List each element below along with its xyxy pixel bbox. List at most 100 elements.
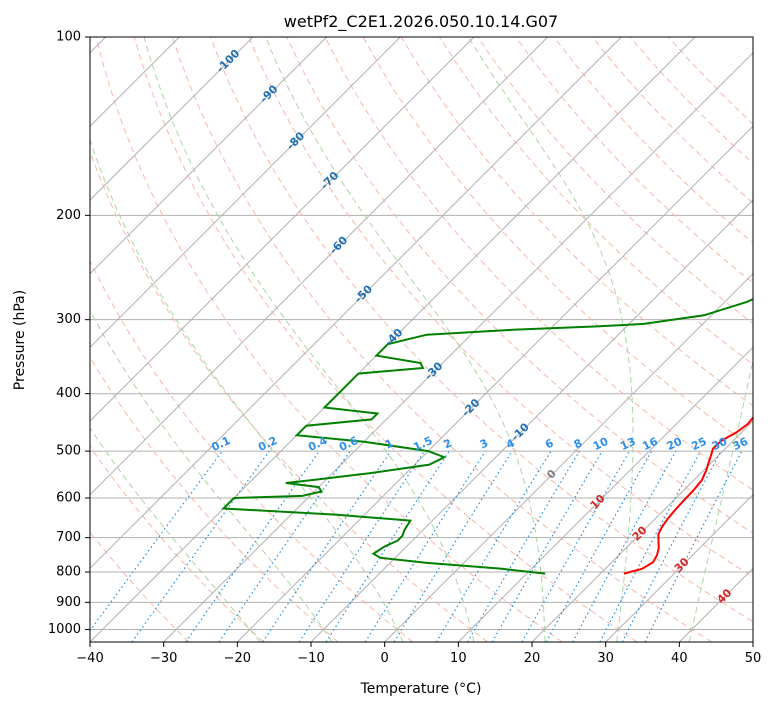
mixing-ratio-label: 36 xyxy=(731,435,751,453)
x-axis-ticks: −40 −30 −20 −10 0 10 20 30 40 50 xyxy=(76,642,761,666)
plot-frame xyxy=(89,36,754,643)
isotherm-line xyxy=(752,641,753,642)
dry-adiabat xyxy=(248,37,753,578)
mixing-ratio-line xyxy=(393,450,513,642)
dry-adiabat xyxy=(591,37,753,204)
x-tick-label: −10 xyxy=(297,651,324,666)
isotherm-line xyxy=(90,37,549,496)
mixing-ratio-label: 30 xyxy=(710,435,730,453)
mixing-ratio-label: 16 xyxy=(640,435,660,453)
mixing-ratio-label: 13 xyxy=(618,435,637,453)
dry-adiabat xyxy=(90,259,414,642)
x-tick-label: 50 xyxy=(745,651,762,666)
y-tick-label: 600 xyxy=(56,491,81,506)
isotherm-line xyxy=(310,199,753,642)
mixing-ratio-label: 3 xyxy=(478,436,490,451)
moist-adiabat xyxy=(688,358,753,642)
mixing-ratio-line xyxy=(572,450,677,642)
dry-adiabat xyxy=(171,37,712,642)
y-tick-label: 700 xyxy=(56,530,81,545)
isotherm-line xyxy=(90,37,401,349)
x-tick-label: 10 xyxy=(450,651,467,666)
dry-adiabat xyxy=(90,531,190,642)
x-tick-label: −40 xyxy=(76,651,103,666)
mixing-ratio-line xyxy=(521,450,631,642)
moist-adiabats xyxy=(90,37,753,642)
y-tick-label: 200 xyxy=(56,208,81,223)
chart-title: wetPf2_C2E1.2026.050.10.14.G07 xyxy=(284,12,558,32)
isotherm-line xyxy=(678,567,753,642)
isotherm-line xyxy=(90,37,328,275)
mixing-ratio-line xyxy=(644,450,743,642)
y-axis-label: Pressure (hPa) xyxy=(12,290,28,390)
dry-adiabat xyxy=(90,150,488,642)
isotherm-line xyxy=(163,51,753,642)
mixing-ratio-line xyxy=(435,450,552,642)
isotherm-line xyxy=(605,493,753,642)
mixing-ratio-label: 20 xyxy=(665,435,685,453)
isotherm-line xyxy=(457,346,753,642)
y-tick-label: 400 xyxy=(56,386,81,401)
isotherm-line xyxy=(90,37,475,422)
mixing-ratio-label: 10 xyxy=(591,435,611,453)
mixing-ratio-line xyxy=(298,450,425,642)
isotherm-line xyxy=(90,37,696,642)
moist-adiabat xyxy=(90,309,333,642)
x-tick-label: 40 xyxy=(671,651,688,666)
dry-adiabat xyxy=(133,37,638,642)
mixing-ratio-line xyxy=(90,450,223,632)
isotherm-label: 20 xyxy=(630,523,650,543)
y-tick-label: 800 xyxy=(56,565,81,580)
mixing-ratio-label: 6 xyxy=(543,436,556,451)
dry-adiabat xyxy=(668,37,753,125)
skewed-isotherms xyxy=(90,37,753,642)
isotherm-line xyxy=(531,420,753,642)
isotherm-line xyxy=(90,37,622,570)
mixing-ratio-line xyxy=(545,450,653,642)
moist-adiabat xyxy=(467,37,634,642)
dry-adiabat xyxy=(286,37,753,534)
dry-adiabat xyxy=(210,37,753,623)
moist-adiabat xyxy=(90,427,261,642)
pressure-gridlines xyxy=(90,37,753,630)
y-tick-label: 1000 xyxy=(48,622,81,637)
isotherm-line xyxy=(236,125,753,642)
y-tick-label: 300 xyxy=(56,312,81,327)
temperature-profile xyxy=(623,416,753,575)
x-tick-label: 20 xyxy=(524,651,541,666)
x-tick-label: 0 xyxy=(381,651,389,666)
mixing-ratio-label: 25 xyxy=(689,435,708,453)
dry-adiabat xyxy=(553,37,753,244)
y-axis-ticks: 1000 900 800 700 600 500 400 300 200 100 xyxy=(48,30,90,637)
mixing-ratio-line xyxy=(218,450,351,642)
dry-adiabat xyxy=(95,37,563,642)
dewpoint-profile xyxy=(221,298,753,575)
mixing-ratio-line xyxy=(599,450,702,642)
dry-adiabat xyxy=(324,37,753,491)
y-tick-label: 900 xyxy=(56,595,81,610)
mixing-ratio-line xyxy=(131,450,270,642)
mixing-ratio-line xyxy=(364,450,486,642)
x-tick-label: −20 xyxy=(224,651,251,666)
dry-adiabat xyxy=(90,356,339,642)
y-tick-label: 500 xyxy=(56,444,81,459)
x-tick-label: −30 xyxy=(150,651,177,666)
mixing-ratio-label: 2 xyxy=(442,436,454,451)
sounding-profiles xyxy=(221,298,753,575)
dry-adiabat xyxy=(515,37,753,284)
isotherm-line xyxy=(384,272,753,642)
mixing-ratio-lines xyxy=(90,450,743,642)
dry-adiabat xyxy=(90,445,264,642)
moist-adiabat xyxy=(265,37,546,642)
dry-adiabat xyxy=(438,37,753,366)
isotherm-line xyxy=(90,37,254,201)
x-tick-label: 30 xyxy=(597,651,614,666)
mixing-ratio-line xyxy=(262,450,392,642)
moist-adiabat xyxy=(143,37,475,642)
mixing-ratio-line xyxy=(185,450,320,642)
moist-adiabat xyxy=(90,138,404,642)
x-axis-label: Temperature (°C) xyxy=(360,681,482,697)
mixing-ratio-line xyxy=(466,450,580,642)
y-tick-label: 100 xyxy=(56,30,81,45)
